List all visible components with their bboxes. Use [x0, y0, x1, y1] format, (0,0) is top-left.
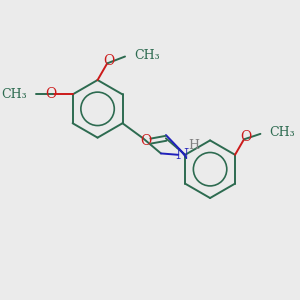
Text: CH₃: CH₃ [1, 88, 27, 101]
Text: O: O [140, 134, 152, 148]
Text: O: O [46, 87, 57, 101]
Text: N: N [175, 148, 188, 162]
Text: O: O [104, 54, 115, 68]
Text: O: O [241, 130, 252, 144]
Text: CH₃: CH₃ [134, 49, 159, 62]
Text: H: H [188, 139, 200, 152]
Text: CH₃: CH₃ [269, 126, 295, 139]
